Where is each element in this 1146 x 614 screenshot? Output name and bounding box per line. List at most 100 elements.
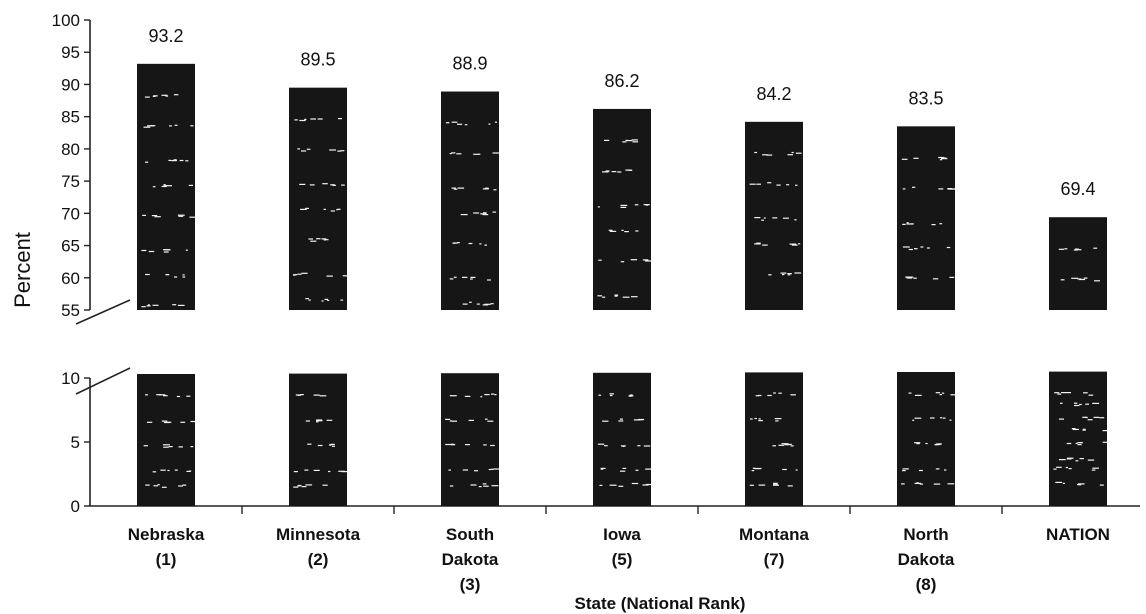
bar-texture [297,148,300,150]
bar-texture [490,303,494,305]
bar-texture [144,96,150,98]
bar-texture [920,246,924,248]
bar-texture [754,151,758,154]
bar-texture [179,159,184,162]
bar-texture [597,206,600,208]
bar-texture [938,156,944,159]
bar-texture [1054,392,1060,394]
category-label: Nebraska [128,525,205,544]
bar-texture [453,188,458,190]
bar-texture [950,394,957,396]
bar-texture [301,150,307,152]
bar-texture [638,418,645,421]
bar-texture [942,417,946,419]
bar-texture [168,446,173,448]
bar-texture [185,160,189,162]
bar-texture [787,443,792,445]
bar-texture [480,396,483,398]
bar-texture [174,124,178,126]
bar-texture [611,171,617,173]
bar-texture [445,443,452,446]
bar-texture [332,445,335,447]
bar-texture [645,204,649,206]
bar-texture [600,467,606,469]
bar-texture [147,125,154,127]
bar-texture [156,394,162,396]
bar-texture [910,276,914,278]
category-label: (2) [308,550,329,569]
bar-texture [173,159,177,161]
bar-texture [1078,249,1082,251]
bar-texture [174,469,178,471]
bar-texture [755,395,759,397]
bar-texture [488,123,491,125]
bar-texture [602,171,609,173]
bar-texture [631,482,639,485]
bar-texture [617,171,622,173]
bar-texture [906,277,913,279]
data-label: 83.5 [908,88,943,108]
bar-texture [637,445,641,447]
bar-texture [622,445,625,447]
bar-texture [931,224,936,226]
bar-texture [1073,402,1078,404]
bar-texture [483,485,489,487]
bar-texture [598,394,602,396]
bar-texture [309,184,315,186]
bar-texture [609,393,614,395]
bar-texture [1092,402,1100,404]
bar-texture [621,229,624,231]
bar-texture [1079,458,1084,460]
bar-texture [1060,402,1063,404]
category-label: Iowa [603,525,641,544]
bar-texture [774,418,782,420]
bar-texture [479,243,482,245]
bar-texture [782,468,787,471]
bar-texture [340,299,344,301]
bar-texture [631,139,638,141]
bar-texture [914,248,918,250]
bar-texture [141,306,146,308]
bar-texture [902,188,906,190]
bar-upper [441,91,499,311]
bar-texture [1055,481,1063,483]
bar-texture [163,184,166,186]
bar-texture [322,484,328,486]
bar-texture [173,94,179,96]
bar-texture [143,445,148,447]
bar-texture [762,154,768,156]
bar-texture [492,152,499,154]
bar-texture [1058,248,1065,250]
bar-texture [1091,469,1096,471]
bar-texture [902,223,906,225]
bar-texture [754,417,757,420]
bar-texture [188,184,193,186]
bar-texture [1088,394,1094,396]
bar-texture [914,482,922,484]
bar-texture [305,298,309,300]
axis-break-slash [75,299,131,325]
y-tick-label: 10 [61,369,80,388]
bar-texture [611,230,617,232]
bar-texture [763,217,766,219]
bar-texture [754,217,761,219]
bar-texture [1082,416,1087,418]
bar-texture [484,244,487,246]
bar-texture [766,154,773,156]
bar-texture [147,304,150,306]
bar-texture [618,485,624,487]
bar-upper [745,121,803,310]
data-label: 69.4 [1060,179,1095,199]
bar-texture [177,214,185,216]
bar-texture [485,418,488,420]
bar-texture [947,188,955,190]
bar-texture [598,259,602,261]
bar-texture [642,259,649,261]
bar-texture [150,125,156,127]
bar-texture [749,183,756,185]
bar-texture [1087,419,1093,421]
bar-texture [773,482,778,484]
bar-texture [919,469,923,472]
bar-texture [167,469,170,472]
bar-texture [449,420,453,422]
